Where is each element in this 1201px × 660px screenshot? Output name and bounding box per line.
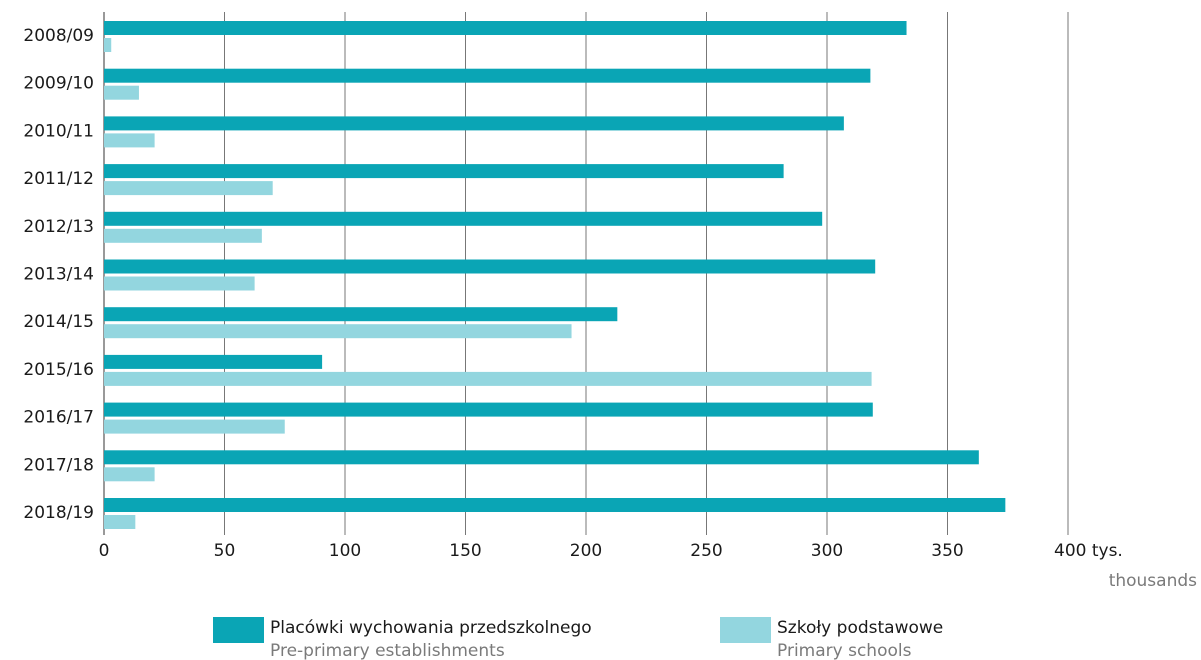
bar xyxy=(104,371,872,386)
x-tick-label: 250 xyxy=(690,541,722,561)
bar xyxy=(104,164,784,179)
bar xyxy=(104,467,155,482)
bar xyxy=(104,307,618,322)
y-tick-label: 2014/15 xyxy=(23,312,94,332)
bar xyxy=(104,21,907,35)
y-tick-label: 2012/13 xyxy=(23,217,94,237)
x-tick-label: 300 xyxy=(811,541,843,561)
y-tick-label: 2009/10 xyxy=(23,74,94,94)
y-tick-label: 2008/09 xyxy=(23,26,94,46)
x-axis-label: thousands xyxy=(1109,571,1197,591)
bar xyxy=(104,354,323,369)
y-tick-label: 2016/17 xyxy=(23,408,94,428)
bar xyxy=(104,181,273,196)
x-tick-label: 150 xyxy=(449,541,481,561)
bar xyxy=(104,498,1006,512)
bar xyxy=(104,133,155,148)
x-tick-label: 400 tys. xyxy=(1054,541,1123,561)
bar xyxy=(104,419,285,434)
y-tick-label: 2018/19 xyxy=(23,503,94,523)
bar xyxy=(104,38,112,52)
y-tick-label: 2015/16 xyxy=(23,360,94,380)
legend-swatch xyxy=(213,617,264,643)
bar xyxy=(104,450,979,465)
y-tick-label: 2017/18 xyxy=(23,455,94,475)
x-tick-label: 0 xyxy=(99,541,110,561)
x-tick-label: 350 xyxy=(931,541,963,561)
x-tick-label: 200 xyxy=(570,541,602,561)
x-tick-label: 50 xyxy=(214,541,236,561)
bar xyxy=(104,116,844,131)
y-tick-label: 2010/11 xyxy=(23,121,94,141)
legend-label: Placówki wychowania przedszkolnego xyxy=(270,618,592,638)
bar xyxy=(104,85,139,100)
legend-label: Szkoły podstawowe xyxy=(777,618,943,638)
bar xyxy=(104,515,136,529)
bar xyxy=(104,228,262,243)
y-tick-label: 2011/12 xyxy=(23,169,94,189)
y-tick-label: 2013/14 xyxy=(23,265,94,285)
legend-sublabel: Primary schools xyxy=(777,641,912,660)
bar xyxy=(104,324,572,339)
bar xyxy=(104,259,876,274)
x-tick-label: 100 xyxy=(329,541,361,561)
legend-swatch xyxy=(720,617,771,643)
legend-sublabel: Pre-primary establishments xyxy=(270,641,505,660)
bar xyxy=(104,211,823,226)
bar xyxy=(104,68,871,83)
bar xyxy=(104,276,255,291)
bar xyxy=(104,402,873,417)
